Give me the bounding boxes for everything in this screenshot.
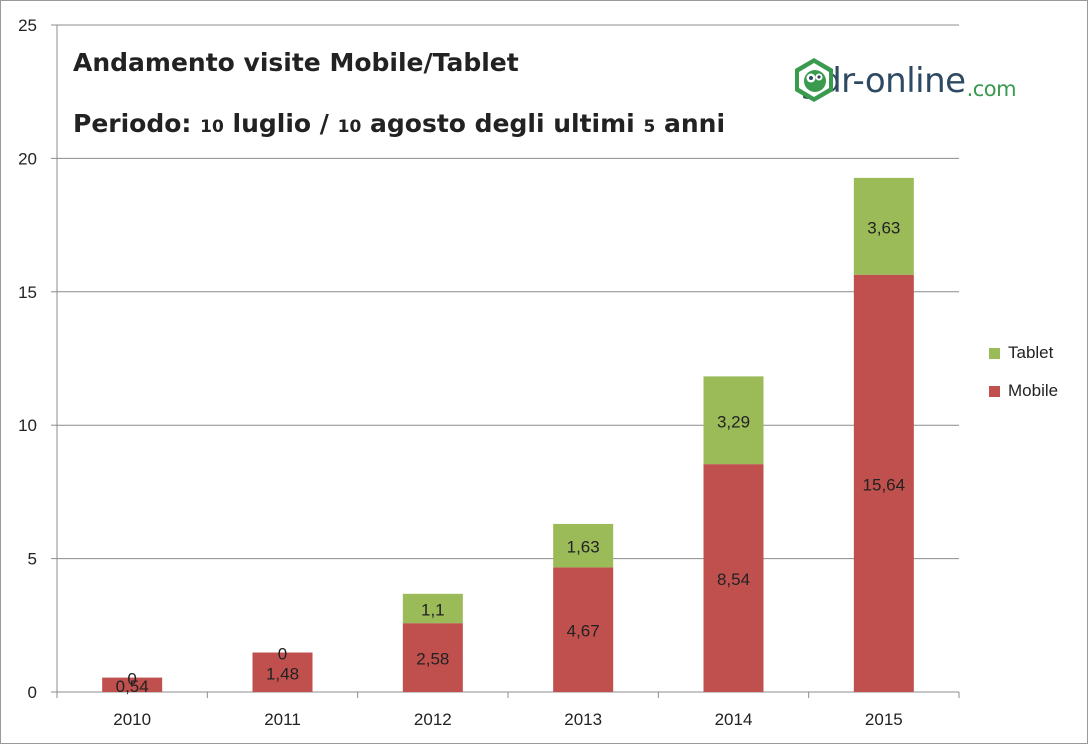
- bar-mobile: [252, 652, 313, 692]
- y-tick-label: 5: [28, 550, 37, 569]
- bar-mobile: [553, 567, 614, 692]
- legend-swatch-mobile: [989, 385, 1000, 397]
- bar-tablet: [402, 593, 463, 624]
- legend-item-tablet: Tablet: [989, 343, 1053, 363]
- data-label-mobile: 15,64: [863, 475, 906, 494]
- data-label-tablet: 3,29: [717, 412, 750, 431]
- bar-mobile: [102, 677, 163, 692]
- bar-tablet: [853, 177, 914, 275]
- data-label-mobile: 1,48: [266, 664, 299, 683]
- gdr-face-icon: [795, 58, 833, 102]
- y-tick-label: 15: [18, 283, 37, 302]
- chart-subtitle: Periodo: 10 luglio / 10 agosto degli ult…: [73, 109, 726, 138]
- x-tick-label: 2012: [414, 710, 452, 729]
- logo-suffix: .com: [966, 77, 1017, 101]
- x-tick-label: 2011: [264, 710, 301, 729]
- legend-swatch-tablet: [989, 347, 1000, 359]
- bar-mobile: [402, 623, 463, 692]
- data-label-mobile: 8,54: [717, 570, 750, 589]
- x-tick-label: 2014: [715, 710, 753, 729]
- bar-tablet: [553, 523, 614, 568]
- x-tick-label: 2013: [564, 710, 602, 729]
- legend-label-tablet: Tablet: [1008, 343, 1054, 362]
- y-tick-label: 20: [18, 149, 37, 168]
- bar-tablet: [703, 376, 764, 465]
- data-label-tablet: 0: [127, 670, 136, 689]
- gdr-online-logo: gdr-online.com: [791, 57, 1017, 105]
- data-label-mobile: 4,67: [567, 622, 600, 641]
- x-tick-label: 2010: [113, 710, 151, 729]
- data-label-tablet: 3,63: [867, 218, 900, 237]
- data-label-tablet: 1,1: [421, 600, 445, 619]
- data-label-tablet: 0: [278, 645, 287, 664]
- x-tick-label: 2015: [865, 710, 903, 729]
- data-label-mobile: 2,58: [416, 650, 449, 669]
- y-tick-label: 25: [18, 16, 37, 35]
- data-label-tablet: 1,63: [567, 538, 600, 557]
- y-tick-label: 10: [18, 416, 37, 435]
- data-label-mobile: 0,54: [116, 677, 149, 696]
- legend-label-mobile: Mobile: [1008, 381, 1059, 400]
- chart-title: Andamento visite Mobile/Tablet: [73, 48, 519, 77]
- y-tick-label: 0: [28, 683, 37, 702]
- legend-item-mobile: Mobile: [989, 381, 1058, 401]
- bar-mobile: [853, 274, 914, 692]
- bar-mobile: [703, 464, 764, 692]
